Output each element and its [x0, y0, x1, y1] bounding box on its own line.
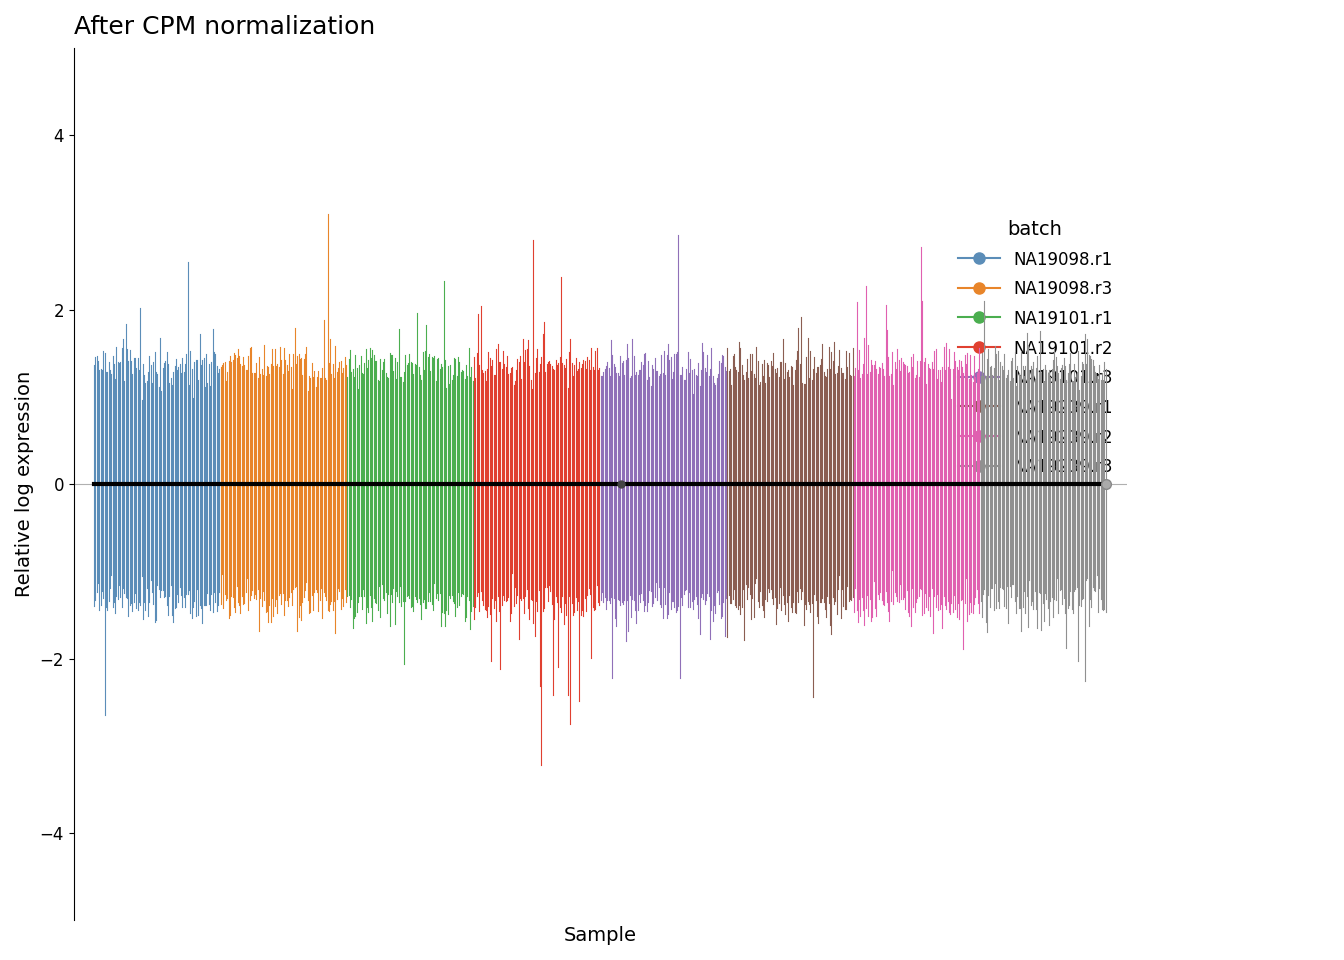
X-axis label: Sample: Sample	[564, 926, 637, 945]
Legend: NA19098.r1, NA19098.r3, NA19101.r1, NA19101.r2, NA19101.r3, NA19239.r1, NA19239.: NA19098.r1, NA19098.r3, NA19101.r1, NA19…	[952, 213, 1120, 483]
Y-axis label: Relative log expression: Relative log expression	[15, 372, 34, 597]
Text: After CPM normalization: After CPM normalization	[74, 15, 375, 39]
